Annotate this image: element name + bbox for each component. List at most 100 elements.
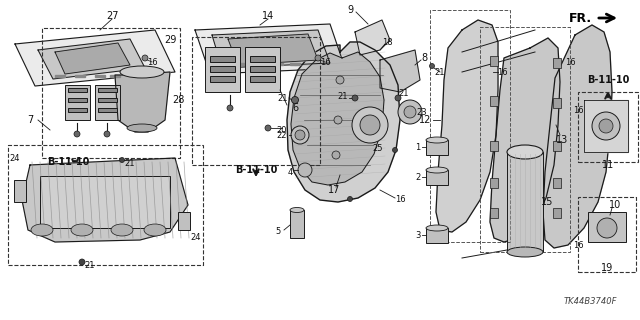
Circle shape <box>599 119 613 133</box>
Text: 1: 1 <box>415 142 420 151</box>
Text: FR.: FR. <box>569 12 592 25</box>
Bar <box>290 210 304 238</box>
Bar <box>68 98 87 102</box>
Text: 21: 21 <box>338 92 348 100</box>
Polygon shape <box>436 20 498 232</box>
Text: 16: 16 <box>573 241 583 250</box>
Text: 17: 17 <box>328 185 340 195</box>
Ellipse shape <box>290 207 304 212</box>
Bar <box>490 96 498 106</box>
Bar <box>210 66 235 72</box>
Bar <box>507 152 543 252</box>
Polygon shape <box>355 20 390 55</box>
Bar <box>490 141 498 151</box>
Bar <box>210 56 235 62</box>
Polygon shape <box>55 43 130 74</box>
Bar <box>95 85 120 120</box>
Text: 8: 8 <box>421 53 427 63</box>
Circle shape <box>392 148 397 153</box>
Text: 22: 22 <box>276 131 287 140</box>
Text: 20: 20 <box>276 125 287 134</box>
Text: 15: 15 <box>541 197 553 207</box>
Polygon shape <box>95 75 105 77</box>
Text: 21: 21 <box>125 158 135 167</box>
Text: 21: 21 <box>435 68 445 76</box>
Bar <box>250 56 275 62</box>
Text: 28: 28 <box>172 95 184 105</box>
Text: 19: 19 <box>601 263 613 273</box>
Polygon shape <box>253 63 263 65</box>
Polygon shape <box>287 42 400 202</box>
Ellipse shape <box>426 225 448 231</box>
Polygon shape <box>584 100 628 152</box>
Text: 23: 23 <box>417 108 428 116</box>
Polygon shape <box>380 50 420 92</box>
Circle shape <box>295 130 305 140</box>
Polygon shape <box>22 158 188 242</box>
Ellipse shape <box>426 137 448 143</box>
Polygon shape <box>38 39 145 79</box>
Text: 24: 24 <box>10 154 20 163</box>
Circle shape <box>104 131 110 137</box>
Bar <box>178 212 190 230</box>
Text: 29: 29 <box>164 35 176 45</box>
Text: 7: 7 <box>27 115 33 125</box>
Circle shape <box>334 116 342 124</box>
Text: 14: 14 <box>262 11 274 21</box>
Polygon shape <box>490 38 560 242</box>
Circle shape <box>142 55 148 61</box>
Text: 13: 13 <box>556 135 568 145</box>
Circle shape <box>291 126 309 144</box>
Text: 3: 3 <box>415 230 420 239</box>
Bar <box>98 98 117 102</box>
Polygon shape <box>15 30 175 86</box>
Bar <box>192 37 320 165</box>
Text: 16: 16 <box>147 58 157 67</box>
Ellipse shape <box>31 224 53 236</box>
Text: B-11-10: B-11-10 <box>47 157 89 167</box>
Text: 16: 16 <box>497 68 508 76</box>
Text: 12: 12 <box>419 115 431 125</box>
Circle shape <box>227 105 233 111</box>
Text: 25: 25 <box>372 143 383 153</box>
Polygon shape <box>195 24 345 74</box>
Ellipse shape <box>507 145 543 159</box>
Bar <box>250 66 275 72</box>
Polygon shape <box>290 63 300 65</box>
Circle shape <box>398 100 422 124</box>
Ellipse shape <box>127 124 157 132</box>
Text: 16: 16 <box>564 58 575 67</box>
Text: 2: 2 <box>415 172 420 181</box>
Bar <box>578 92 638 162</box>
Polygon shape <box>55 75 65 77</box>
Text: 21: 21 <box>399 89 409 98</box>
Bar <box>553 98 561 108</box>
Circle shape <box>352 107 388 143</box>
Bar <box>426 170 448 185</box>
Polygon shape <box>75 75 85 77</box>
Polygon shape <box>291 52 384 185</box>
Circle shape <box>79 259 85 265</box>
Ellipse shape <box>120 66 164 78</box>
Text: 5: 5 <box>275 228 280 236</box>
Text: 18: 18 <box>381 37 392 46</box>
Bar <box>490 56 498 66</box>
Bar <box>588 212 626 242</box>
Bar <box>490 208 498 218</box>
Text: B-11-10: B-11-10 <box>235 165 277 175</box>
Circle shape <box>298 163 312 177</box>
Bar <box>578 197 636 272</box>
Bar <box>98 108 117 112</box>
Text: 10: 10 <box>609 200 621 210</box>
Circle shape <box>332 151 340 159</box>
Circle shape <box>592 112 620 140</box>
Bar <box>426 140 448 155</box>
Text: 21: 21 <box>278 93 288 102</box>
Text: 4: 4 <box>287 167 292 177</box>
Ellipse shape <box>426 167 448 173</box>
Text: 16: 16 <box>320 58 330 67</box>
Bar <box>42 28 180 158</box>
Polygon shape <box>235 63 245 65</box>
Circle shape <box>336 76 344 84</box>
Bar <box>8 145 203 265</box>
